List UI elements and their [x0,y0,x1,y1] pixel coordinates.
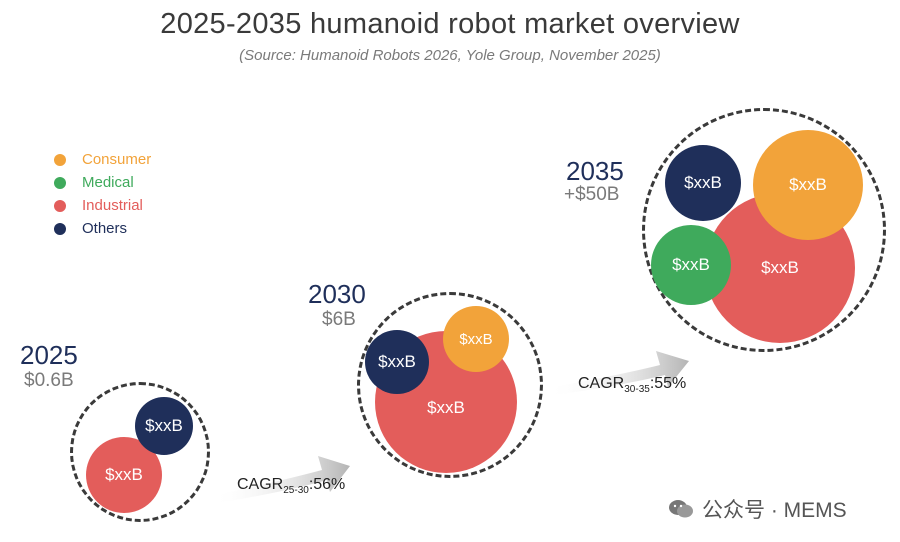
watermark-text: 公众号 · MEMS [702,499,847,522]
cagr-value: :55% [649,375,687,392]
total-2030: $6B [322,309,356,330]
year-label-2025: 2025 [20,340,78,370]
cagr-value: :56% [308,476,346,493]
legend-item-medical: Medical [54,171,151,194]
cagr-2025-2030: CAGR25-30:56% [237,476,345,496]
legend-label-consumer: Consumer [82,151,152,168]
legend-item-industrial: Industrial [54,194,151,217]
legend: Consumer Medical Industrial Others [54,148,151,240]
legend-dot-industrial [54,199,66,212]
bubble-2035-others: $xxB [665,145,741,221]
total-2025: $0.6B [24,370,74,391]
cagr-2030-2035: CAGR30-35:55% [578,375,686,395]
legend-item-consumer: Consumer [54,148,151,171]
chart-title: 2025-2035 humanoid robot market overview [160,8,740,40]
legend-dot-medical [54,176,66,189]
cagr-period: 30-35 [624,384,650,395]
bubble-2035-medical: $xxB [651,225,731,305]
chart-subtitle: (Source: Humanoid Robots 2026, Yole Grou… [239,47,661,64]
ring-2025 [70,382,210,522]
legend-label-medical: Medical [82,174,134,191]
bubble-2030-consumer: $xxB [443,306,509,372]
bubble-2030-others: $xxB [365,330,429,394]
watermark: 公众号 · MEMS [668,494,847,524]
legend-dot-others [54,222,66,235]
wechat-icon [669,500,693,518]
legend-label-industrial: Industrial [82,197,143,214]
cagr-prefix: CAGR [237,476,284,493]
arrow-2030-2035 [548,351,689,396]
ring-2030 [357,292,543,478]
ring-2035 [642,108,886,352]
bubble-2025-industrial: $xxB [86,437,162,513]
cagr-period: 25-30 [283,485,309,496]
total-2035: +$50B [564,184,620,205]
year-label-2030: 2030 [308,279,366,309]
legend-label-others: Others [82,220,128,237]
legend-item-others: Others [54,217,151,240]
year-label-2035: 2035 [566,156,624,186]
legend-dot-consumer [54,153,66,166]
arrow-2025-2030 [212,456,350,504]
cagr-prefix: CAGR [578,375,625,392]
bubble-2025-others: $xxB [135,397,193,455]
bubble-2035-consumer: $xxB [753,130,863,240]
